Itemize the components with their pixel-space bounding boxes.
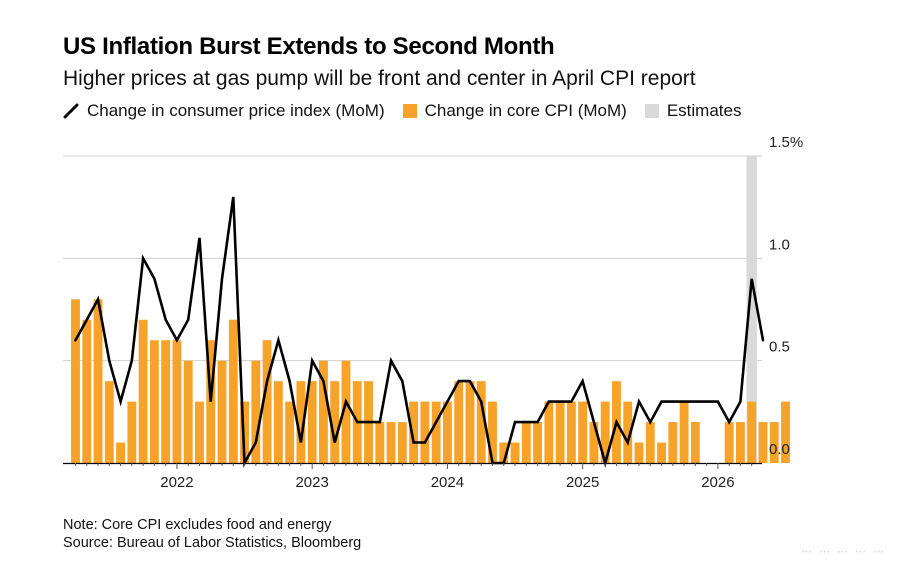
source-text: Source: Bureau of Labor Statistics, Bloo… [63,535,362,551]
core-cpi-bar [330,381,340,463]
estimate-band [746,156,757,463]
core-cpi-bar [217,360,227,463]
core-cpi-bar [319,360,328,463]
note-text: Note: Core CPI excludes food and energy [63,517,332,533]
y-tick-label: 0.0 [769,441,790,458]
core-cpi-bar [521,422,531,463]
grid-lines [63,155,762,362]
core-cpi-bar [82,319,92,463]
core-cpi-bar [510,442,520,463]
core-cpi-bar [195,401,204,463]
core-cpi-bar [409,401,419,463]
x-tick-label: 2025 [566,474,599,491]
core-cpi-bar [499,442,509,463]
core-cpi-bar [127,401,137,463]
core-cpi-bar [645,422,655,463]
footnote: Note: Core CPI excludes food and energy … [63,516,361,552]
cpi-line [74,196,765,468]
core-cpi-bar [589,422,599,463]
core-cpi-bar [341,360,351,463]
chart-title: US Inflation Burst Extends to Second Mon… [63,33,555,60]
x-tick-label: 2023 [295,474,328,491]
legend-line-swatch [63,103,79,119]
core-cpi-bar [657,442,666,463]
legend-label-estimates: Estimates [666,101,742,120]
estimate-shade [746,156,757,463]
core-cpi-bar [555,401,565,463]
core-cpi-bar [285,401,295,463]
core-cpi-bar [454,381,464,463]
x-tick-label: 2026 [701,474,734,491]
core-cpi-bar [623,401,633,463]
core-cpi-bar [668,422,678,463]
core-cpi-bar [634,442,644,463]
core-cpi-bar [138,319,148,463]
core-cpi-bar [161,340,171,463]
core-cpi-bar [769,422,779,463]
core-cpi-bars [71,299,790,463]
core-cpi-bar [735,422,745,463]
core-cpi-bar [578,401,588,463]
core-cpi-bar [544,401,554,463]
core-cpi-bar [600,401,610,463]
core-cpi-bar [724,422,734,463]
core-cpi-bar [397,422,407,463]
x-tick-label: 2022 [160,474,193,491]
legend-label-cpi: Change in consumer price index (MoM) [87,101,385,120]
core-cpi-bar [431,401,441,463]
x-tick-label: 2024 [431,474,464,491]
y-tick-label: 1.5% [769,134,803,151]
core-cpi-bar [71,299,80,463]
core-cpi-bar [386,422,396,463]
legend-item-core-cpi: Change in core CPI (MoM) [402,101,627,121]
core-cpi-bar [442,401,452,463]
core-cpi-bar [747,401,757,463]
core-cpi-bar [251,360,261,463]
core-cpi-bar [679,401,689,463]
cpi-line-layer [74,196,765,468]
core-cpi-bar [149,340,159,463]
core-cpi-bar [240,401,249,463]
core-cpi-bar [533,422,543,463]
core-cpi-bar [690,422,700,463]
legend-box-swatch-core [402,104,417,118]
core-cpi-bar [476,381,486,463]
y-tick-label: 0.5 [769,339,790,356]
core-cpi-bar [172,340,182,463]
x-axis: 2022 2023 2024 2025 2026 [63,462,762,491]
watermark: ⋯ ⋯ ⋯ ⋯ ⋯ [800,546,886,558]
core-cpi-bar [781,401,790,463]
core-cpi-bar [488,401,497,463]
core-cpi-bar [375,422,385,463]
core-cpi-bar [104,381,114,463]
core-cpi-bar [262,340,272,463]
legend-item-estimates: Estimates [644,101,742,121]
legend-box-swatch-estimates [644,104,659,118]
core-cpi-bar [183,360,193,463]
legend-item-cpi: Change in consumer price index (MoM) [63,101,385,121]
core-cpi-bar [307,381,317,463]
core-cpi-bar [566,401,576,463]
core-cpi-bar [465,381,475,463]
core-cpi-bar [116,442,126,463]
chart-plot: 2022 2023 2024 2025 2026 0.0 0.5 1.0 1.5% [63,134,803,491]
core-cpi-bar [93,299,103,463]
core-cpi-bar [420,401,430,463]
legend: Change in consumer price index (MoM) Cha… [63,101,759,121]
core-cpi-bar [228,319,238,463]
core-cpi-bar [758,422,768,463]
core-cpi-bar [296,381,306,463]
core-cpi-bar [273,381,283,463]
y-tick-label: 1.0 [769,236,790,253]
legend-label-core-cpi: Change in core CPI (MoM) [424,101,627,120]
y-axis: 0.0 0.5 1.0 1.5% [769,134,803,458]
chart-subtitle: Higher prices at gas pump will be front … [63,67,696,90]
